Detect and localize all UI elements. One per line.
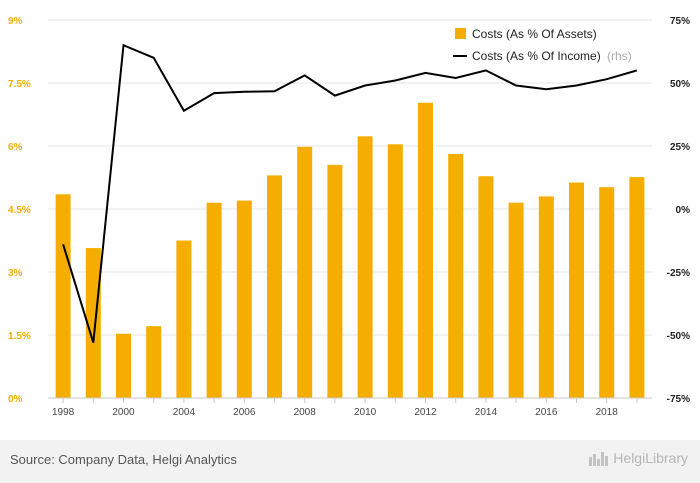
bar: [176, 240, 192, 398]
bar: [236, 200, 252, 398]
left-axis-tick-label: 3%: [8, 268, 23, 279]
right-axis-tick-label: -50%: [667, 331, 690, 342]
left-axis-tick-label: 1.5%: [8, 331, 31, 342]
legend-label-line: Costs (As % Of Income): [472, 49, 601, 63]
right-axis-tick-label: 0%: [676, 205, 691, 216]
bar: [478, 176, 494, 398]
bar: [146, 326, 162, 398]
x-tick-label: 2014: [475, 407, 498, 418]
right-axis-tick-label: 50%: [670, 79, 690, 90]
right-axis-tick-label: 25%: [670, 142, 690, 153]
gridlines: [48, 19, 652, 336]
left-axis-tick-label: 0%: [8, 394, 23, 405]
bar: [327, 164, 343, 398]
income-cost-line: [62, 43, 638, 343]
x-tick-label: 2008: [294, 407, 317, 418]
legend-swatch-bar: [455, 28, 466, 39]
bar: [387, 144, 403, 398]
bar: [297, 146, 313, 398]
x-tick-label: 1998: [52, 407, 75, 418]
x-tick-label: 2012: [414, 407, 437, 418]
x-tick-label: 2016: [535, 407, 558, 418]
brand-name: HelgiLibrary: [613, 450, 688, 466]
bar: [538, 196, 554, 398]
legend-label-bar: Costs (As % Of Assets): [472, 27, 597, 41]
bar: [448, 153, 464, 398]
right-axis-tick-label: 75%: [670, 16, 690, 27]
library-icon: [589, 452, 609, 467]
legend: Costs (As % Of Assets) Costs (As % Of In…: [453, 27, 632, 63]
bar-series: [55, 102, 645, 399]
x-tick-label: 2000: [112, 407, 135, 418]
line-series: [62, 43, 638, 343]
bar: [508, 202, 524, 398]
bar: [85, 248, 101, 398]
brand-logo: HelgiLibrary: [588, 450, 688, 467]
legend-label-rhs: (rhs): [607, 49, 632, 63]
source-text: Source: Company Data, Helgi Analytics: [10, 452, 237, 467]
right-axis-tick-label: -75%: [667, 394, 690, 405]
right-axis: -75% -50% -25% 0% 25% 50% 75%: [667, 16, 690, 405]
bar: [206, 202, 222, 398]
svg-text:Costs (As % Of Income) (: Costs (As % Of Income) (rhs): [472, 49, 632, 63]
bar: [357, 136, 373, 398]
left-axis-tick-label: 9%: [8, 16, 23, 27]
bar: [629, 177, 645, 398]
bar: [599, 187, 615, 398]
bar: [55, 194, 71, 398]
bar: [267, 175, 282, 398]
left-axis-tick-label: 4.5%: [8, 205, 31, 216]
bar: [116, 333, 131, 398]
bar: [569, 182, 584, 398]
right-axis-tick-label: -25%: [667, 268, 690, 279]
x-tick-label: 2006: [233, 407, 256, 418]
x-tick-label: 2018: [596, 407, 619, 418]
left-axis-tick-label: 6%: [8, 142, 23, 153]
bar: [418, 102, 433, 399]
x-tick-label: 2004: [173, 407, 196, 418]
left-axis: 0% 1.5% 3% 4.5% 6% 7.5% 9%: [8, 16, 31, 405]
left-axis-tick-label: 7.5%: [8, 79, 31, 90]
x-axis-ticks: 1998 2000 2004 2006 2008 2010 2012 2014 2016 2018: [52, 398, 638, 418]
chart: 1998 2000 2004 2006 2008 2010 2012 2014 2016 2018…: [8, 16, 690, 418]
x-tick-label: 2010: [354, 407, 377, 418]
footer: Source: Company Data, Helgi Analytics He…: [0, 440, 700, 483]
